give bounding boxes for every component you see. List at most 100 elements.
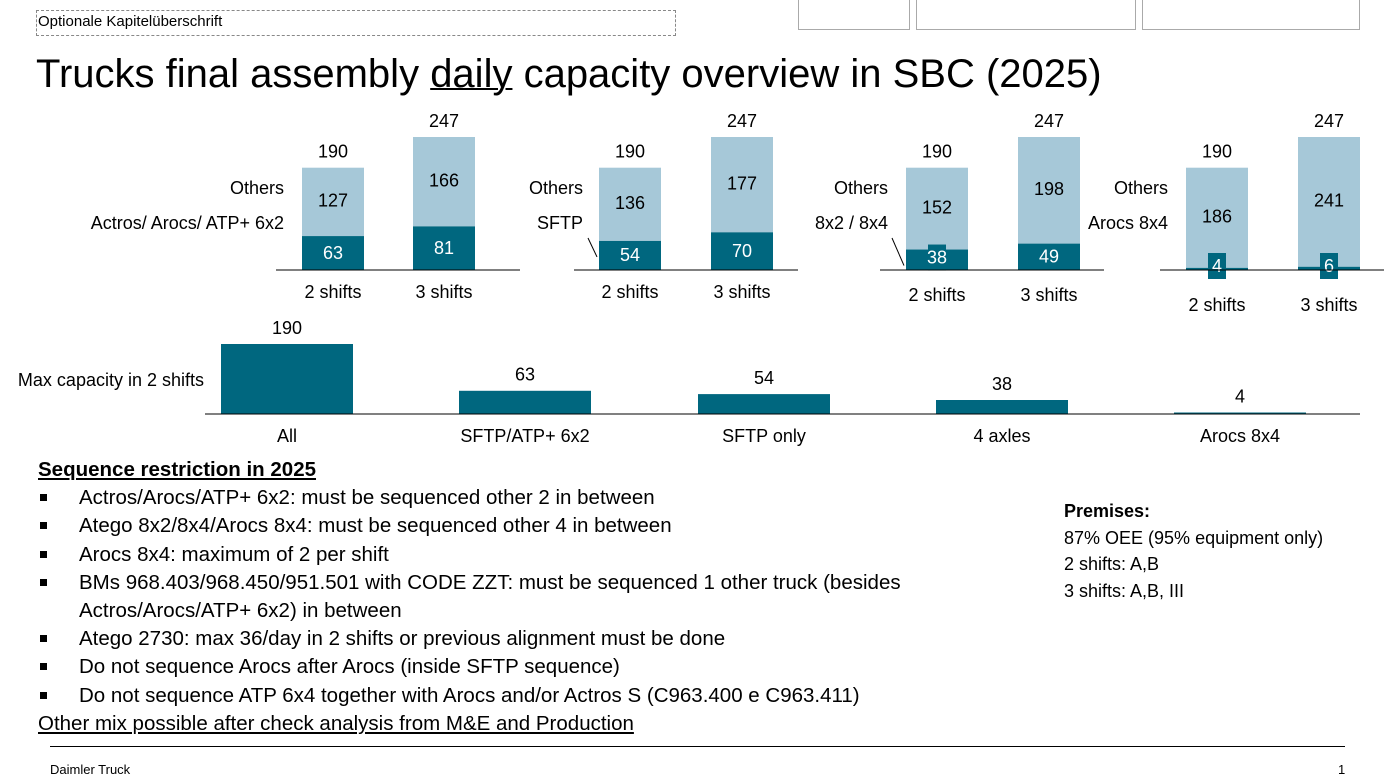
max-capacity-bar xyxy=(698,394,830,414)
bar-others-label: 152 xyxy=(922,197,952,217)
sequence-item: Atego 8x2/8x4/Arocs 8x4: must be sequenc… xyxy=(38,512,998,540)
legend-label-others: Others xyxy=(230,178,284,198)
bar-others-segment xyxy=(599,167,661,241)
bar-total-label: 190 xyxy=(318,141,348,161)
bar-others-label: 198 xyxy=(1034,179,1064,199)
page-number: 1 xyxy=(1338,762,1346,777)
sequence-restrictions: Sequence restriction in 2025 Actros/Aroc… xyxy=(38,456,998,738)
bar-others-segment xyxy=(413,137,475,227)
max-capacity-value-label: 190 xyxy=(272,318,302,338)
bar-highlight-label: 54 xyxy=(620,245,640,265)
bar-highlight-label: 38 xyxy=(927,247,947,267)
title-part-2: capacity overview in SBC (2025) xyxy=(512,52,1102,96)
sequence-item: Do not sequence Arocs after Arocs (insid… xyxy=(38,653,998,681)
max-capacity-category-label: All xyxy=(277,426,297,446)
bar-others-segment xyxy=(711,137,773,233)
legend-label-highlight: Actros/ Arocs/ ATP+ 6x2 xyxy=(91,213,284,233)
bar-others-label: 241 xyxy=(1314,191,1344,211)
bar-others-label: 127 xyxy=(318,191,348,211)
max-capacity-bar xyxy=(459,390,591,414)
category-tick-label: 2 shifts xyxy=(304,282,361,302)
category-tick-label: 3 shifts xyxy=(1020,285,1077,305)
legend-label-others: Others xyxy=(529,178,583,198)
bar-highlight-label: 6 xyxy=(1324,256,1334,276)
bar-others-segment xyxy=(906,167,968,250)
bar-value-callout xyxy=(1320,253,1338,279)
bar-value-callout xyxy=(928,244,946,271)
bar-total-label: 247 xyxy=(727,111,757,131)
legend-label-highlight: 8x2 / 8x4 xyxy=(815,213,888,233)
sequence-item: BMs 968.403/968.450/951.501 with CODE ZZ… xyxy=(38,569,998,625)
premises-heading: Premises: xyxy=(1064,501,1151,521)
legend-label-others: Others xyxy=(834,178,888,198)
bar-total-label: 190 xyxy=(615,141,645,161)
bar-total-label: 190 xyxy=(922,141,952,161)
category-tick-label: 2 shifts xyxy=(601,282,658,302)
sequence-item: Arocs 8x4: maximum of 2 per shift xyxy=(38,541,998,569)
bar-highlight-segment xyxy=(413,226,475,270)
sequence-list: Actros/Arocs/ATP+ 6x2: must be sequenced… xyxy=(38,484,998,710)
title-part-1: Trucks final assembly xyxy=(36,52,431,96)
max-capacity-category-label: 4 axles xyxy=(973,426,1030,446)
category-tick-label: 2 shifts xyxy=(1188,295,1245,315)
max-capacity-category-label: SFTP only xyxy=(722,426,806,446)
max-capacity-value-label: 63 xyxy=(515,365,535,385)
bar-others-label: 136 xyxy=(615,193,645,213)
bar-highlight-segment xyxy=(302,236,364,270)
legend-label-highlight: SFTP xyxy=(537,213,583,233)
max-capacity-value-label: 4 xyxy=(1235,386,1245,406)
max-capacity-row-label: Max capacity in 2 shifts xyxy=(18,370,204,390)
max-capacity-category-label: Arocs 8x4 xyxy=(1200,426,1280,446)
header-placeholder-3[interactable] xyxy=(1142,0,1360,30)
bar-others-segment xyxy=(1018,137,1080,244)
max-capacity-bar xyxy=(936,400,1068,414)
header-placeholder-1[interactable] xyxy=(798,0,910,30)
sequence-item: Atego 2730: max 36/day in 2 shifts or pr… xyxy=(38,625,998,653)
chapter-title-box[interactable] xyxy=(36,10,676,36)
bar-value-callout xyxy=(1208,253,1226,279)
bar-others-label: 186 xyxy=(1202,207,1232,227)
page-title: Trucks final assembly daily capacity ove… xyxy=(36,52,1102,97)
category-tick-label: 3 shifts xyxy=(713,282,770,302)
bar-highlight-label: 4 xyxy=(1212,256,1222,276)
premises-line: 2 shifts: A,B xyxy=(1064,554,1160,574)
bar-others-segment xyxy=(1298,137,1360,267)
bar-highlight-segment xyxy=(1018,243,1080,270)
bar-highlight-segment xyxy=(711,232,773,270)
bar-highlight-label: 63 xyxy=(323,243,343,263)
max-capacity-category-label: SFTP/ATP+ 6x2 xyxy=(460,426,589,446)
bar-others-segment xyxy=(1186,167,1248,268)
bar-total-label: 247 xyxy=(1314,111,1344,131)
bar-others-label: 177 xyxy=(727,173,757,193)
bar-highlight-label: 70 xyxy=(732,241,752,261)
footer-company: Daimler Truck xyxy=(50,762,131,777)
bar-total-label: 247 xyxy=(1034,111,1064,131)
legend-label-others: Others xyxy=(1114,178,1168,198)
bar-total-label: 190 xyxy=(1202,141,1232,161)
legend-leader-line xyxy=(587,237,598,258)
category-tick-label: 3 shifts xyxy=(1300,295,1357,315)
bar-highlight-label: 49 xyxy=(1039,247,1059,267)
title-underlined-word: daily xyxy=(430,52,513,96)
sequence-item: Actros/Arocs/ATP+ 6x2: must be sequenced… xyxy=(38,484,998,512)
sequence-heading: Sequence restriction in 2025 xyxy=(38,458,317,481)
max-capacity-value-label: 38 xyxy=(992,374,1012,394)
legend-label-highlight: Arocs 8x4 xyxy=(1088,213,1168,233)
footer-divider xyxy=(50,746,1345,747)
premises-line: 3 shifts: A,B, III xyxy=(1064,580,1185,601)
chapter-title: Optionale Kapitelüberschrift xyxy=(38,13,223,30)
bar-others-label: 166 xyxy=(429,170,459,190)
header-placeholder-2[interactable] xyxy=(916,0,1136,30)
max-capacity-value-label: 54 xyxy=(754,368,774,388)
bar-others-segment xyxy=(302,167,364,237)
sequence-footer: Other mix possible after check analysis … xyxy=(38,711,634,735)
category-tick-label: 2 shifts xyxy=(908,285,965,305)
premises-line: 87% OEE (95% equipment only) xyxy=(1064,527,1324,548)
bar-highlight-label: 81 xyxy=(434,238,454,258)
premises-box: Premises: 87% OEE (95% equipment only) 2… xyxy=(1064,498,1323,604)
sequence-item: Do not sequence ATP 6x4 together with Ar… xyxy=(38,682,998,710)
bar-highlight-segment xyxy=(599,240,661,270)
legend-leader-line xyxy=(891,237,905,266)
max-capacity-bar xyxy=(221,344,353,414)
charts-area: 190 127 63 2 shifts 247 166 81 3 shifts Others Ac… xyxy=(18,111,1384,446)
